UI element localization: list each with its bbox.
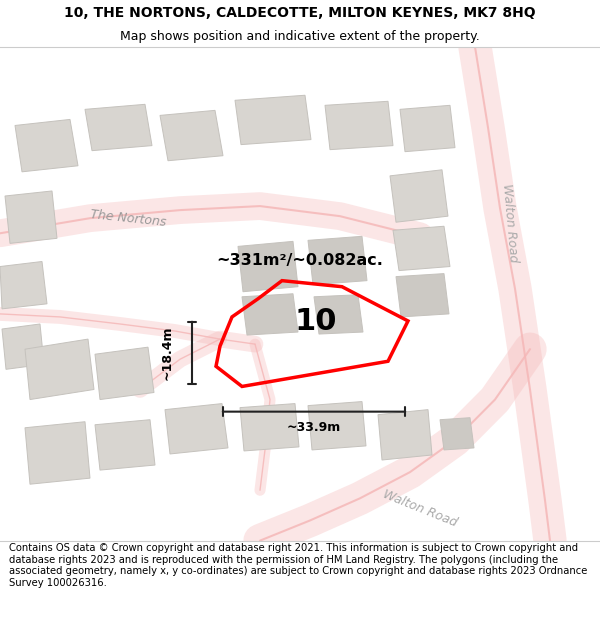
Polygon shape xyxy=(325,101,393,149)
Text: Map shows position and indicative extent of the property.: Map shows position and indicative extent… xyxy=(120,30,480,43)
Polygon shape xyxy=(0,261,47,309)
Text: ~331m²/~0.082ac.: ~331m²/~0.082ac. xyxy=(217,253,383,268)
Polygon shape xyxy=(5,191,57,243)
Polygon shape xyxy=(308,402,366,450)
Polygon shape xyxy=(240,404,299,451)
Polygon shape xyxy=(378,409,432,460)
Polygon shape xyxy=(235,95,311,144)
Polygon shape xyxy=(95,347,154,399)
Polygon shape xyxy=(25,339,94,399)
Polygon shape xyxy=(396,274,449,317)
Polygon shape xyxy=(242,294,298,335)
Text: 10: 10 xyxy=(295,307,337,336)
Polygon shape xyxy=(390,170,448,222)
Polygon shape xyxy=(308,236,367,284)
Polygon shape xyxy=(85,104,152,151)
Polygon shape xyxy=(2,324,44,369)
Polygon shape xyxy=(393,226,450,271)
Polygon shape xyxy=(314,295,363,334)
Polygon shape xyxy=(165,404,228,454)
Text: The Nortons: The Nortons xyxy=(89,208,167,229)
Text: Contains OS data © Crown copyright and database right 2021. This information is : Contains OS data © Crown copyright and d… xyxy=(9,543,587,588)
Polygon shape xyxy=(25,422,90,484)
Text: ~33.9m: ~33.9m xyxy=(287,421,341,434)
Text: ~18.4m: ~18.4m xyxy=(161,326,173,380)
Text: 10, THE NORTONS, CALDECOTTE, MILTON KEYNES, MK7 8HQ: 10, THE NORTONS, CALDECOTTE, MILTON KEYN… xyxy=(64,6,536,20)
Polygon shape xyxy=(160,111,223,161)
Polygon shape xyxy=(15,119,78,172)
Text: Walton Road: Walton Road xyxy=(500,183,520,263)
Polygon shape xyxy=(95,420,155,470)
Polygon shape xyxy=(440,418,474,450)
Text: Walton Road: Walton Road xyxy=(381,488,459,529)
Polygon shape xyxy=(400,106,455,152)
Polygon shape xyxy=(238,241,298,292)
